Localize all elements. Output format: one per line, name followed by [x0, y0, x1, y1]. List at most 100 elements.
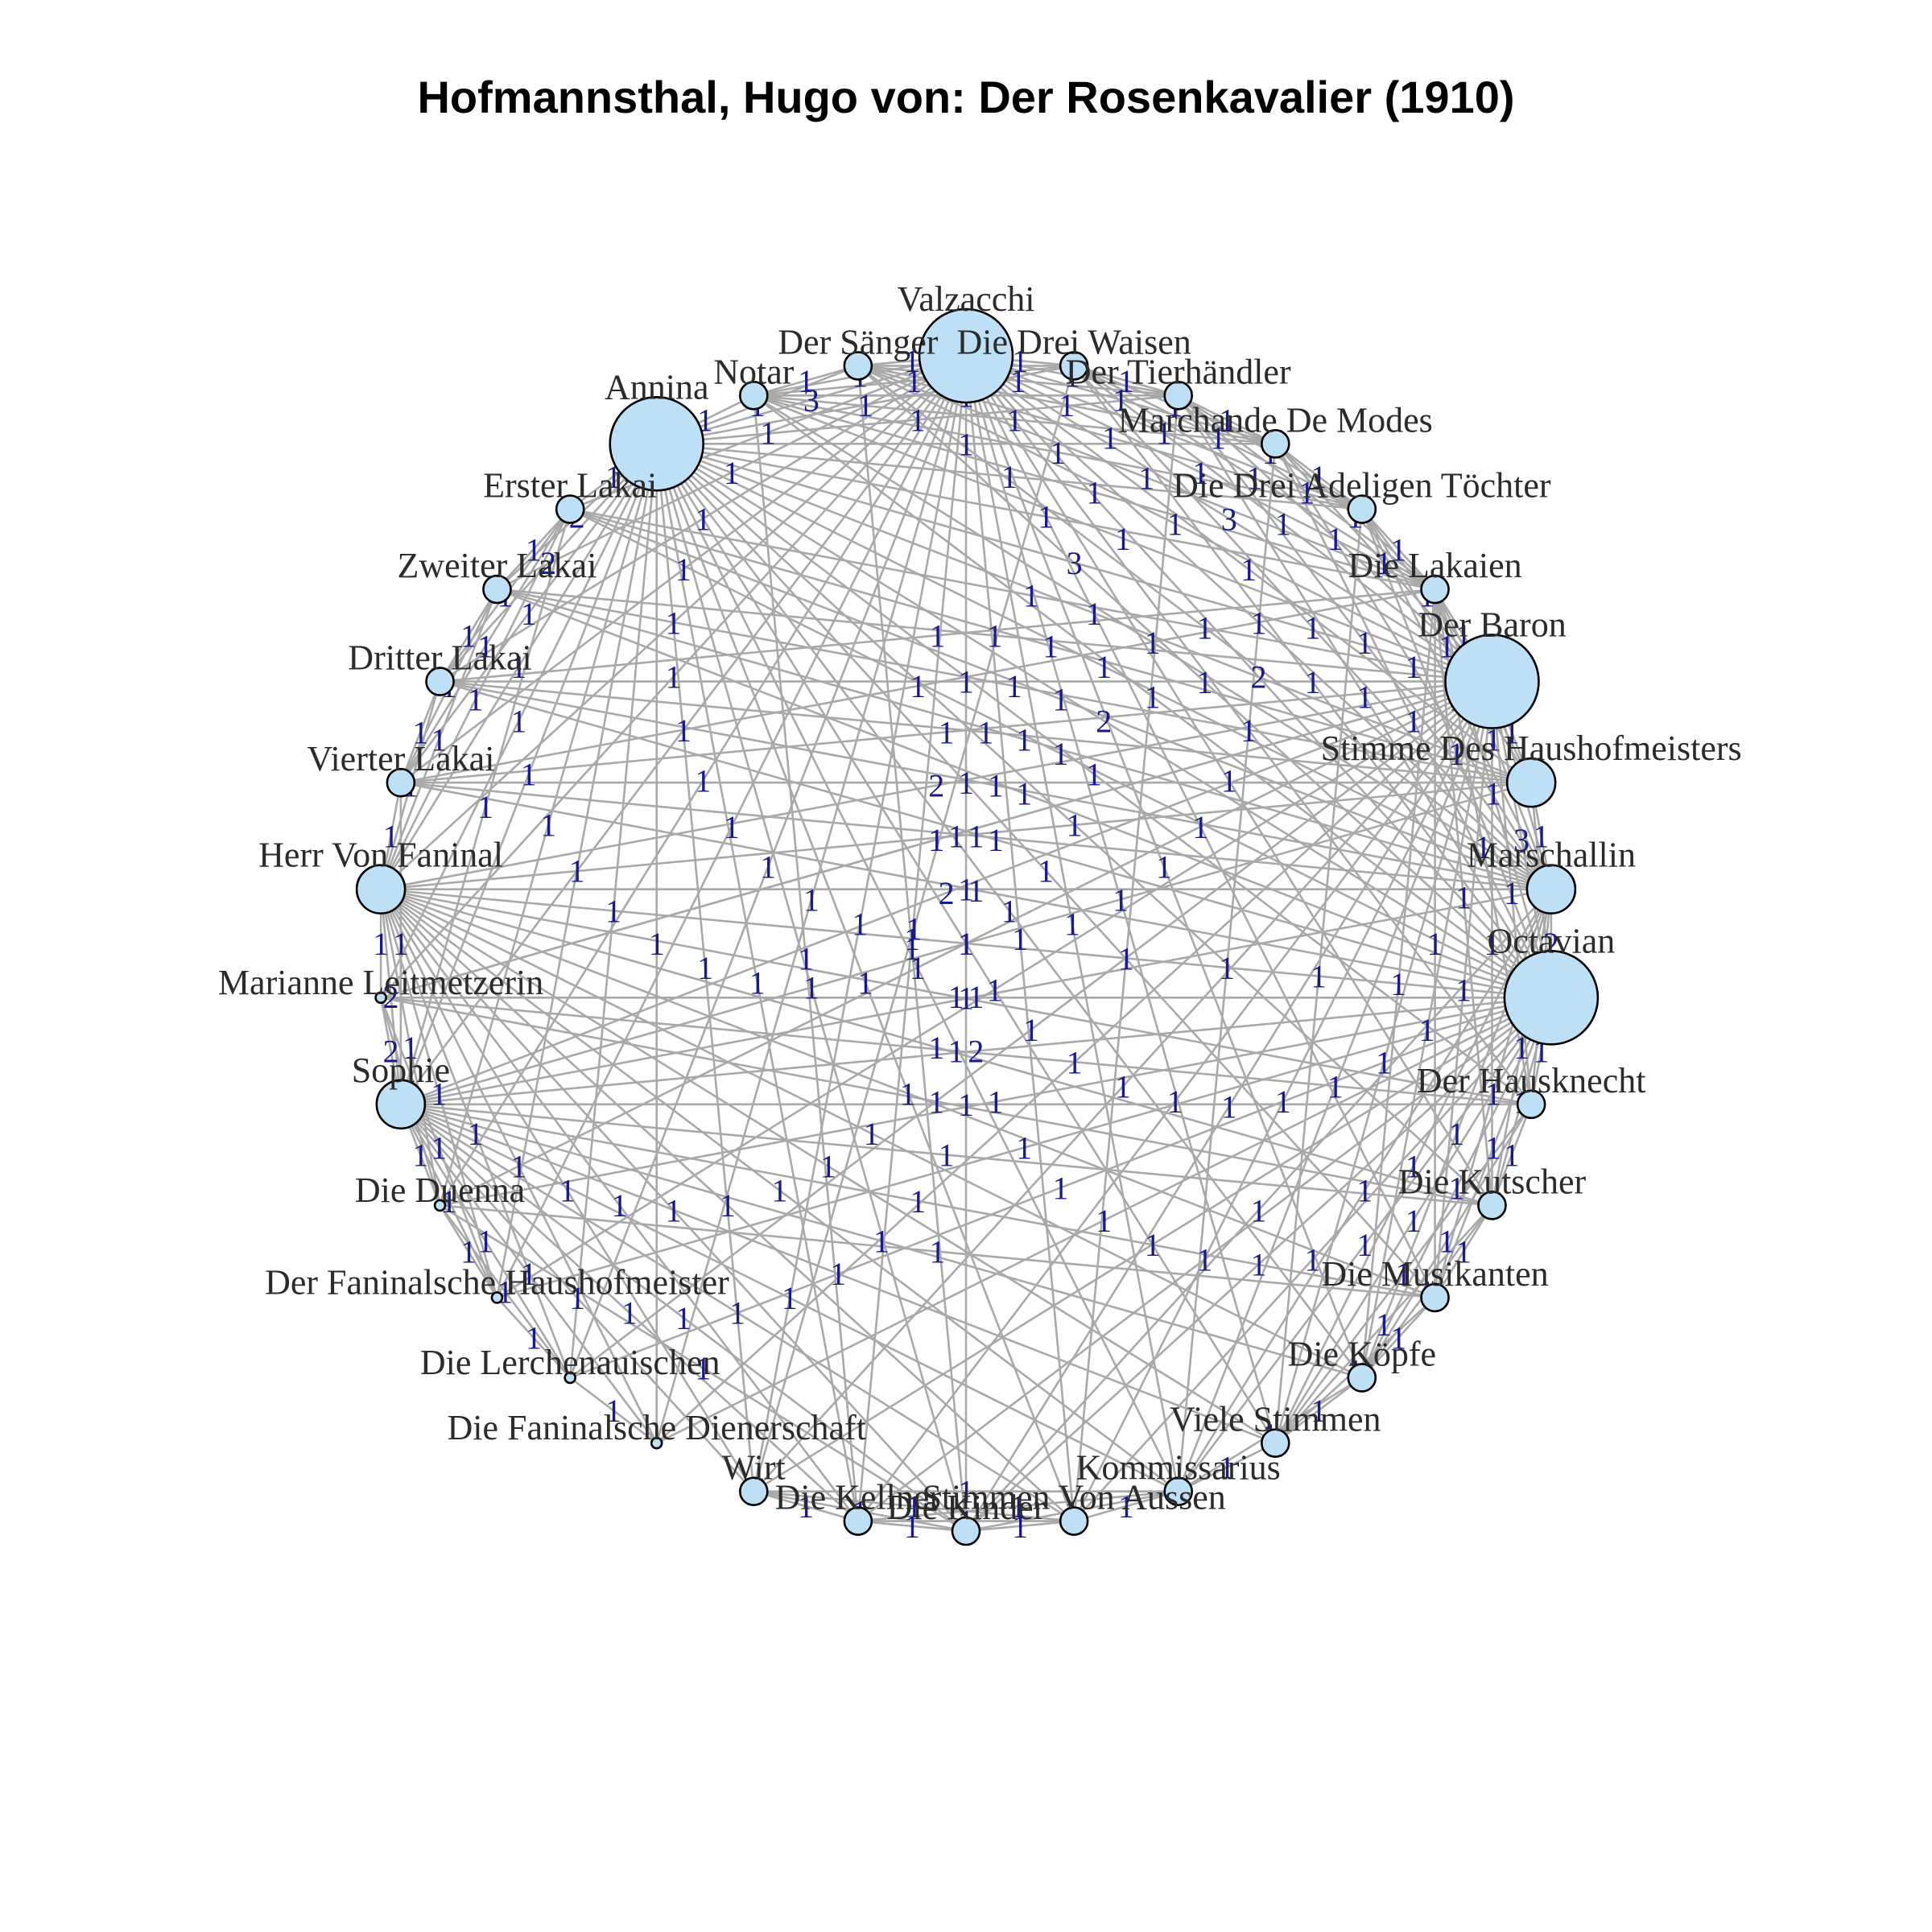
edge-der-tierhaendler-stimmen-von-aussen — [1072, 395, 1180, 1521]
edge-dritter-lakai-marschallin — [440, 680, 1552, 890]
edge-die-musikanten-annina — [655, 443, 1436, 1298]
edge-weight-label: 1 — [1390, 531, 1406, 568]
node-kommissarius[interactable] — [1163, 1476, 1194, 1507]
edge-weight-label: 1 — [382, 818, 398, 854]
edge-weight-label: 1 — [510, 1149, 526, 1185]
edge-weight-label: 1 — [1053, 1170, 1069, 1206]
node-label-marchande-de-modes: Marchande De Modes — [1118, 400, 1433, 440]
edge-die-drei-waisen-der-tierhaendler — [1073, 365, 1179, 397]
node-valzacchi[interactable] — [918, 308, 1014, 404]
edge-weight-label: 1 — [1012, 921, 1028, 957]
edge-weight-label: 1 — [1419, 1012, 1435, 1048]
edge-weight-label: 1 — [958, 765, 974, 801]
edge-weight-label: 1 — [1010, 363, 1026, 399]
edge-weight-label: 1 — [559, 1173, 576, 1209]
edge-kommissarius-octavian — [1177, 997, 1552, 1492]
edge-dritter-lakai-die-lakaien — [440, 588, 1435, 683]
node-marianne-leitmetzerin[interactable] — [374, 991, 387, 1005]
node-notar[interactable] — [738, 380, 769, 411]
node-viele-stimmen[interactable] — [1260, 1428, 1290, 1458]
node-der-baron[interactable] — [1444, 634, 1540, 729]
edge-weight-label: 1 — [1427, 926, 1443, 962]
edge-kommissarius-herr-von-faninal — [380, 888, 1179, 1492]
node-der-saenger[interactable] — [843, 351, 873, 381]
edge-weight-label: 1 — [468, 1116, 484, 1152]
edge-weight-label: 1 — [477, 628, 493, 664]
edge-weight-label: 1 — [729, 1295, 745, 1331]
edge-dritter-lakai-vierter-lakai — [399, 681, 441, 783]
node-der-tierhaendler[interactable] — [1163, 380, 1194, 411]
edge-die-kellner-die-kinder — [857, 1520, 967, 1533]
node-zweiter-lakai[interactable] — [482, 574, 512, 605]
edge-weight-label: 1 — [830, 1256, 846, 1292]
node-erster-lakai[interactable] — [555, 494, 585, 524]
edge-weight-label: 1 — [910, 402, 926, 438]
edge-marianne-leitmetzerin-valzacchi — [380, 355, 967, 999]
edge-weight-label: 1 — [393, 926, 409, 962]
edge-kommissarius-valzacchi — [964, 355, 1179, 1492]
edge-weight-label: 1 — [857, 387, 873, 423]
edge-weight-label: 1 — [373, 926, 389, 962]
node-stimme-des-haushofmeisters[interactable] — [1505, 757, 1557, 808]
node-label-der-faninalsche-haushofmeister: Der Faninalsche Haushofmeister — [265, 1262, 729, 1302]
edge-sophie-stimme-des-haushofmeisters — [400, 781, 1532, 1106]
node-label-valzacchi: Valzacchi — [898, 279, 1035, 319]
node-herr-von-faninal[interactable] — [355, 864, 407, 914]
node-label-der-tierhaendler: Der Tierhändler — [1066, 352, 1291, 391]
edge-dritter-lakai-valzacchi — [439, 354, 967, 683]
edge-die-kellner-annina — [655, 444, 860, 1521]
node-die-kinder[interactable] — [951, 1516, 981, 1546]
node-label-stimmen-von-aussen: Stimmen Von Aussen — [922, 1478, 1225, 1517]
node-stimmen-von-aussen[interactable] — [1059, 1506, 1089, 1536]
edge-weight-label: 1 — [1246, 460, 1262, 496]
edge-herr-von-faninal-stimme-des-haushofmeisters — [380, 781, 1532, 890]
edge-sophie-die-koepfe — [400, 1103, 1363, 1379]
edge-die-drei-adeligen-toechter-viele-stimmen — [1274, 509, 1364, 1443]
edge-weight-label: 1 — [477, 789, 493, 825]
node-vierter-lakai[interactable] — [386, 767, 416, 798]
node-die-lerchenauischen[interactable] — [564, 1371, 577, 1385]
node-die-faninalsche-dienerschaft[interactable] — [650, 1436, 663, 1450]
node-die-kellner[interactable] — [843, 1506, 873, 1536]
edge-weight-label: 1 — [1305, 610, 1321, 646]
edge-weight-label: 1 — [695, 763, 711, 799]
edge-die-koepfe-der-baron — [1360, 681, 1493, 1378]
edge-weight-label: 1 — [1439, 1224, 1455, 1260]
edge-weight-label: 1 — [724, 455, 740, 491]
node-die-drei-waisen[interactable] — [1059, 351, 1089, 381]
node-label-viele-stimmen: Viele Stimmen — [1170, 1400, 1381, 1439]
node-der-hausknecht[interactable] — [1516, 1089, 1546, 1120]
node-marschallin[interactable] — [1525, 864, 1577, 914]
edge-weight-label: 1 — [1221, 763, 1237, 799]
edge-stimmen-von-aussen-annina — [655, 443, 1075, 1522]
edge-viele-stimmen-octavian — [1274, 997, 1552, 1444]
edge-labels-layer: 3322322222213111111211111111111111111111… — [373, 343, 1559, 1545]
edge-weight-label: 1 — [1118, 363, 1134, 399]
edge-die-koepfe-die-musikanten — [1360, 1297, 1436, 1379]
node-die-kutscher[interactable] — [1477, 1191, 1507, 1220]
node-octavian[interactable] — [1503, 950, 1600, 1046]
node-die-drei-adeligen-toechter[interactable] — [1347, 494, 1377, 524]
node-sophie[interactable] — [375, 1079, 427, 1130]
node-die-koepfe[interactable] — [1347, 1363, 1377, 1393]
node-annina[interactable] — [609, 396, 705, 492]
edge-weight-label: 1 — [958, 926, 974, 962]
edge-weight-label: 1 — [1167, 1084, 1183, 1120]
edge-weight-label: 1 — [948, 1034, 964, 1070]
edge-weight-label: 1 — [412, 1137, 428, 1174]
edge-kommissarius-viele-stimmen — [1178, 1442, 1276, 1492]
node-die-lakaien[interactable] — [1420, 574, 1450, 605]
edge-annina-herr-von-faninal — [380, 443, 658, 890]
edge-weight-label: 1 — [1250, 1247, 1266, 1283]
node-wirt[interactable] — [738, 1476, 769, 1507]
node-marchande-de-modes[interactable] — [1260, 429, 1290, 459]
edge-weight-label: 1 — [666, 605, 682, 641]
edge-vierter-lakai-marschallin — [400, 781, 1552, 890]
node-die-musikanten[interactable] — [1420, 1282, 1450, 1313]
node-dritter-lakai[interactable] — [425, 667, 455, 696]
node-der-faninalsche-haushofmeister[interactable] — [490, 1291, 504, 1304]
node-label-die-musikanten: Die Musikanten — [1321, 1254, 1548, 1294]
node-die-duenna[interactable] — [433, 1199, 447, 1212]
edge-der-hausknecht-die-koepfe — [1360, 1104, 1533, 1379]
edge-vierter-lakai-die-lakaien — [400, 588, 1435, 784]
